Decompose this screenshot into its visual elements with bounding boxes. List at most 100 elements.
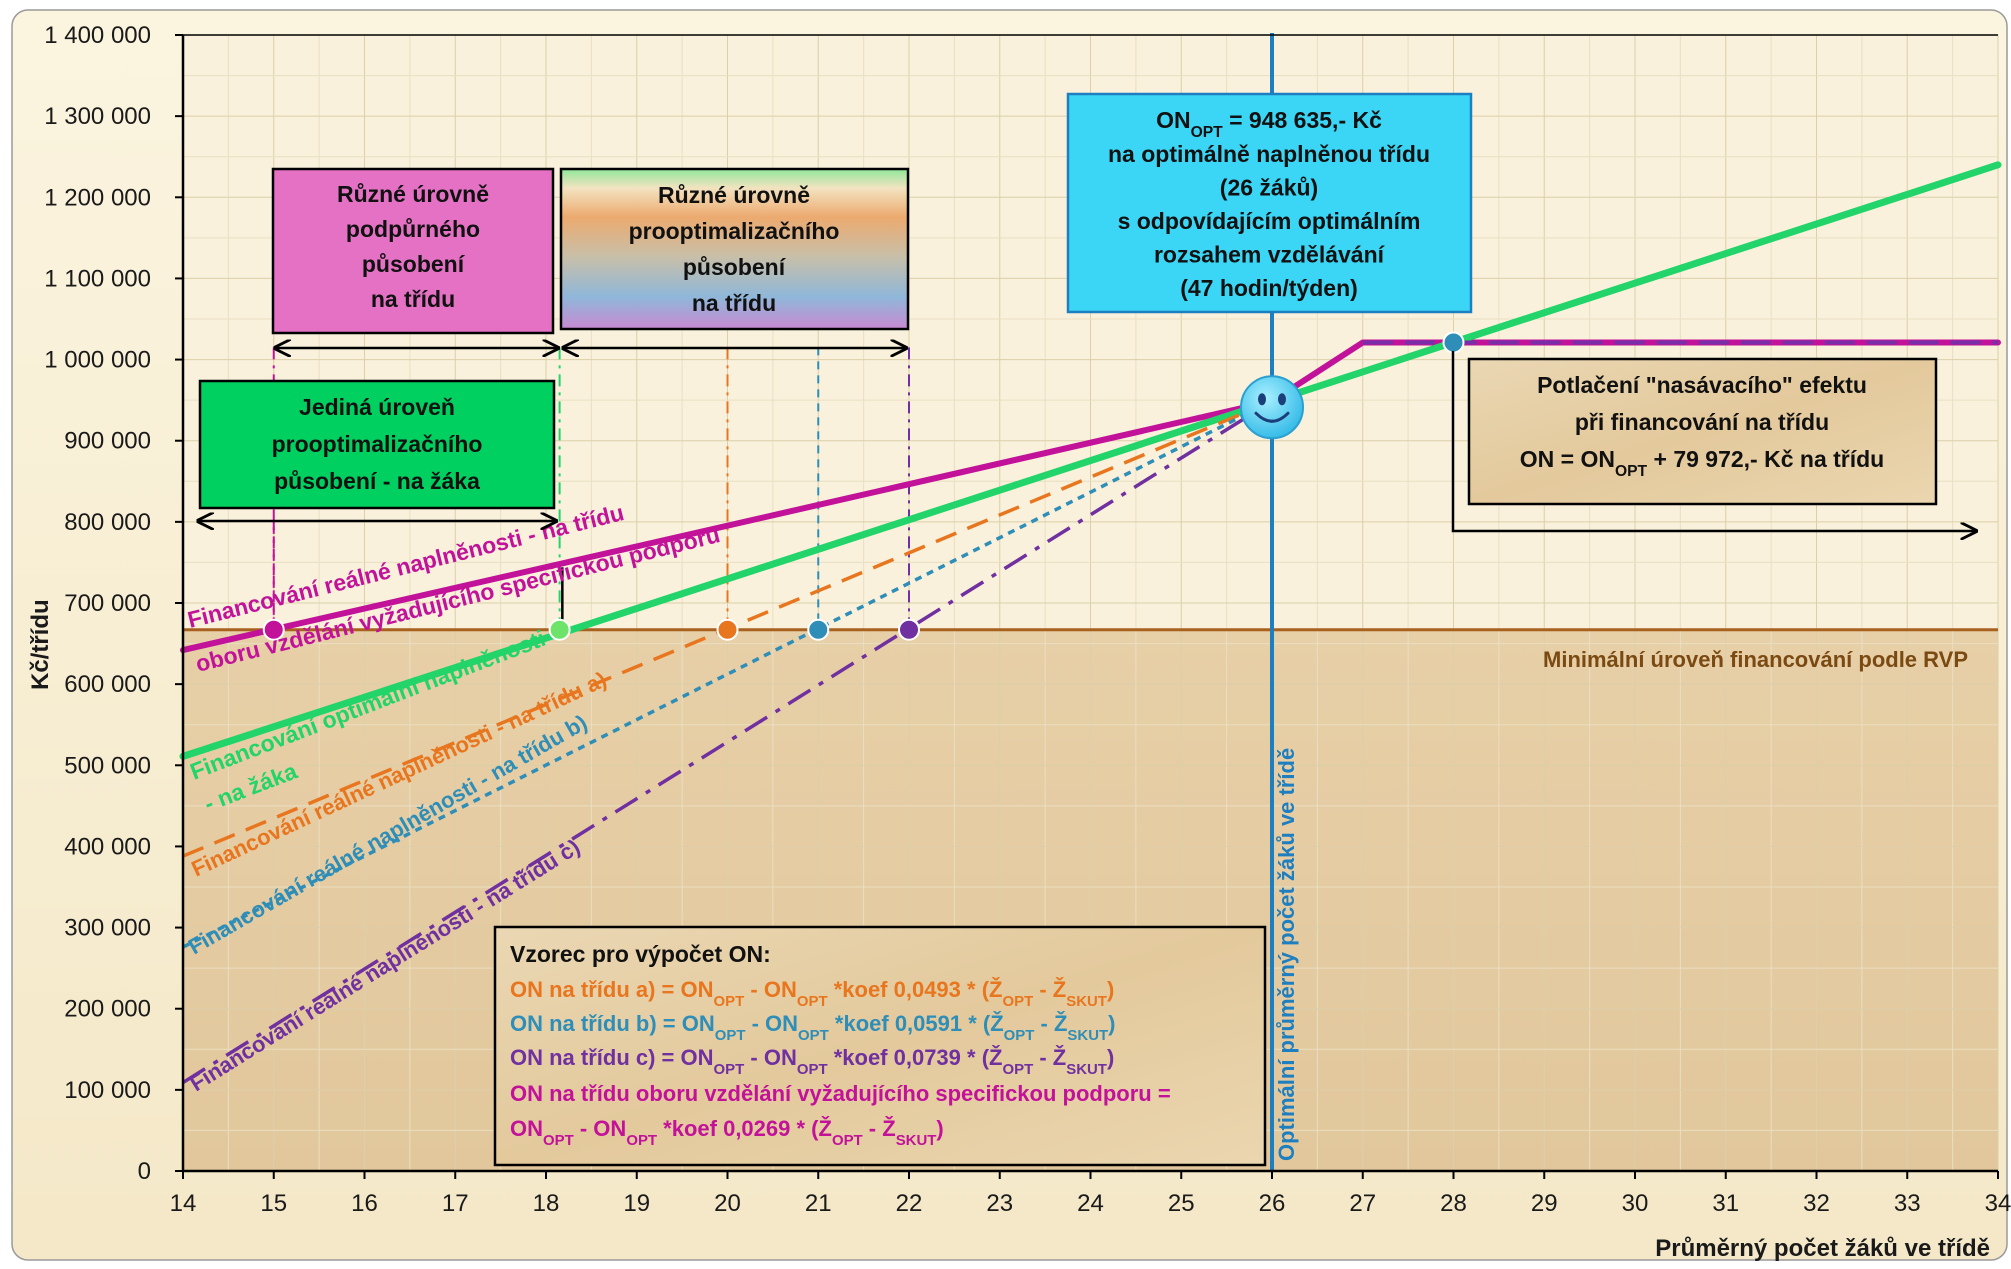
data-point-marker <box>1442 331 1465 354</box>
text-span: ON na třídu a) = <box>510 977 681 1002</box>
y-tick-label: 400 000 <box>64 833 151 860</box>
x-tick-label: 32 <box>1803 1190 1830 1217</box>
text-span: ) <box>936 1116 943 1141</box>
text-span: OPT <box>715 1027 746 1044</box>
text-span: *koef 0,0493 * (Ž <box>828 977 1003 1002</box>
box-support-text: působení <box>362 251 466 277</box>
smiley-face-icon <box>1240 375 1304 440</box>
text-span: SKUT <box>896 1132 937 1149</box>
y-tick-label: 1 100 000 <box>44 265 151 292</box>
text-span: ) <box>1107 977 1114 1002</box>
text-span: OPT <box>797 1061 828 1078</box>
y-tick-label: 100 000 <box>64 1077 151 1104</box>
y-tick-label: 1 000 000 <box>44 347 151 374</box>
text-span: - ON <box>574 1116 627 1141</box>
x-tick-label: 33 <box>1894 1190 1921 1217</box>
box-suppress-text: ON = ONOPT + 79 972,- Kč na třídu <box>1520 446 1884 480</box>
text-span: *koef 0,0739 * (Ž <box>828 1045 1003 1070</box>
text-span: OPT <box>626 1132 657 1149</box>
text-span: - ON <box>744 977 797 1002</box>
y-tick-label: 1 200 000 <box>44 184 151 211</box>
x-tick-label: 24 <box>1077 1190 1104 1217</box>
formula-specific-line1: ON na třídu oboru vzdělání vyžadujícího … <box>510 1081 1171 1106</box>
text-span: ON <box>1156 107 1191 133</box>
formula-row: ON na třídu a) = ONOPT - ONOPT *koef 0,0… <box>510 977 1114 1010</box>
y-tick-label: 600 000 <box>64 671 151 698</box>
text-span: OPT <box>714 993 745 1010</box>
tick-labels: 14 15 16 17 18 19 20 21 22 23 24 25 26 27 28 29 30 31 32 33… <box>27 22 2011 1262</box>
text-span: ON na třídu b) = <box>510 1011 682 1036</box>
box-single-text: prooptimalizačního <box>272 431 483 457</box>
y-tick-label: 1 300 000 <box>44 103 151 130</box>
data-point-marker <box>716 618 739 641</box>
text-span: - Ž <box>1033 1045 1066 1070</box>
x-tick-label: 14 <box>170 1190 197 1217</box>
box-single <box>198 379 556 510</box>
x-tick-label: 16 <box>351 1190 378 1217</box>
x-axis-title: Průměrný počet žáků ve třídě <box>1655 1235 1990 1262</box>
y-tick-label: 700 000 <box>64 590 151 617</box>
box-preopt-text: na třídu <box>692 290 776 316</box>
x-tick-label: 31 <box>1712 1190 1739 1217</box>
text-span: ) <box>1108 1011 1115 1036</box>
x-tick-label: 25 <box>1168 1190 1195 1217</box>
text-span: ON na třídu c) = <box>510 1045 681 1070</box>
text-span: - ON <box>744 1045 797 1070</box>
suppress-arrow <box>1451 351 1976 531</box>
box-formula <box>493 925 1267 1167</box>
box-optimum-text: s odpovídajícím optimálním <box>1118 208 1421 234</box>
text-span: *koef 0,0591 * (Ž <box>829 1011 1004 1036</box>
text-span: ) <box>1107 1045 1114 1070</box>
text-span: + 79 972,- Kč na třídu <box>1647 446 1884 472</box>
y-tick-label: 800 000 <box>64 509 151 536</box>
y-tick-label: 0 <box>138 1158 151 1185</box>
text-span: ON = ON <box>1520 446 1615 472</box>
text-span: OPT <box>543 1132 574 1149</box>
box-preopt-text: Různé úrovně <box>658 182 810 208</box>
text-span: OPT <box>1002 993 1033 1010</box>
box-preopt <box>559 167 910 331</box>
formula-row: ON na třídu b) = ONOPT - ONOPT *koef 0,0… <box>510 1011 1115 1044</box>
x-tick-label: 20 <box>714 1190 741 1217</box>
x-tick-label: 23 <box>986 1190 1013 1217</box>
x-tick-label: 21 <box>805 1190 832 1217</box>
text-span: OPT <box>1004 1027 1035 1044</box>
x-tick-label: 17 <box>442 1190 469 1217</box>
text-span: SKUT <box>1067 1027 1108 1044</box>
box-single-text: Jediná úroveň <box>299 394 455 420</box>
y-tick-label: 500 000 <box>64 752 151 779</box>
series-line-optimal <box>179 161 2002 760</box>
text-span: OPT <box>832 1132 863 1149</box>
text-span: - Ž <box>1034 1011 1067 1036</box>
smiley-eye-icon <box>1278 393 1286 406</box>
text-span: OPT <box>798 1027 829 1044</box>
text-span: OPT <box>1191 124 1224 141</box>
box-suppress <box>1467 357 1938 506</box>
formula-title: Vzorec pro výpočet ON: <box>510 941 771 967</box>
data-point-marker <box>807 618 830 641</box>
y-tick-label: 900 000 <box>64 428 151 455</box>
text-span: ON <box>681 1045 714 1070</box>
x-tick-label: 22 <box>896 1190 923 1217</box>
text-span: OPT <box>797 993 828 1010</box>
text-span: OPT <box>714 1061 745 1078</box>
data-point-marker <box>898 618 920 641</box>
x-tick-label: 34 <box>1985 1190 2011 1217</box>
box-optimum-text: rozsahem vzdělávání <box>1154 242 1386 268</box>
box-optimum-text: na optimálně naplněnou třídu <box>1108 141 1430 167</box>
box-optimum <box>1066 92 1473 314</box>
x-tick-label: 26 <box>1259 1190 1286 1217</box>
x-tick-label: 28 <box>1440 1190 1467 1217</box>
box-optimum-text: (26 žáků) <box>1220 175 1318 201</box>
text-span: - Ž <box>863 1116 896 1141</box>
text-span: OPT <box>1615 463 1648 480</box>
y-tick-label: 1 400 000 <box>44 22 151 49</box>
text-span: SKUT <box>1066 993 1107 1010</box>
box-suppress-text: Potlačení "nasávacího" efektu <box>1537 372 1867 398</box>
x-tick-label: 19 <box>623 1190 650 1217</box>
y-tick-label: 200 000 <box>64 996 151 1023</box>
box-support-text: na třídu <box>371 286 455 312</box>
box-suppress-text: při financování na třídu <box>1575 409 1829 435</box>
optimum-vertical-label: Optimální průměrný počet žáků ve třídě <box>1274 748 1299 1161</box>
